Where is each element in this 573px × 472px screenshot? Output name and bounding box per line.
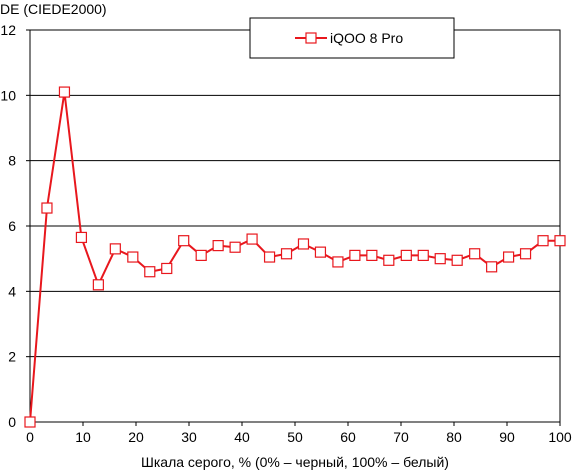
- gridlines: [30, 94, 560, 358]
- data-point: [229, 241, 241, 253]
- data-point: [469, 248, 481, 260]
- series-line: [29, 91, 560, 423]
- y-tick-label: 8: [8, 153, 16, 169]
- y-tick-label: 4: [8, 283, 16, 299]
- x-tick-label: 30: [181, 429, 197, 445]
- x-tick-label: 20: [128, 429, 144, 445]
- data-point: [297, 238, 310, 250]
- x-tick-label: 100: [548, 429, 572, 445]
- data-point: [417, 249, 429, 261]
- data-point: [366, 249, 378, 261]
- y-axis-title: DE (CIEDE2000): [0, 1, 107, 17]
- data-point: [75, 231, 88, 244]
- data-point: [263, 251, 276, 263]
- y-tick-label: 6: [8, 218, 16, 234]
- data-point: [502, 251, 515, 263]
- y-tick-label: 10: [0, 87, 16, 103]
- data-point: [41, 202, 53, 214]
- x-tick-label: 10: [75, 429, 91, 445]
- data-point: [349, 249, 361, 261]
- x-tick-label: 40: [234, 429, 250, 445]
- data-point: [314, 246, 327, 258]
- data-point: [178, 235, 190, 247]
- y-axis: 0 2 4 6 8 10 12: [0, 22, 30, 430]
- x-tick-label: 0: [26, 429, 34, 445]
- data-point: [24, 416, 36, 428]
- x-tick-label: 70: [393, 429, 409, 445]
- data-point: [451, 254, 463, 266]
- data-point: [383, 254, 395, 266]
- data-point: [486, 261, 498, 273]
- x-tick-label: 60: [340, 429, 356, 445]
- x-tick-label: 90: [499, 429, 515, 445]
- y-tick-label: 0: [8, 414, 16, 430]
- data-point: [212, 240, 224, 252]
- data-point: [280, 248, 293, 260]
- data-point: [109, 243, 121, 255]
- legend-box: [249, 17, 455, 59]
- data-point: [144, 266, 156, 278]
- x-tick-label: 80: [446, 429, 462, 445]
- data-point: [127, 251, 139, 263]
- data-point: [519, 248, 532, 260]
- series-layer: [24, 86, 566, 428]
- y-tick-label: 2: [8, 349, 16, 365]
- legend-label: iQOO 8 Pro: [330, 30, 403, 46]
- data-point: [246, 233, 258, 245]
- y-tick-label: 12: [0, 22, 16, 38]
- legend-marker: [305, 32, 317, 44]
- data-point: [332, 256, 344, 268]
- x-axis-title: Шкала серого, % (0% – черный, 100% – бел…: [141, 454, 449, 470]
- data-point: [58, 86, 71, 98]
- data-point: [161, 262, 173, 275]
- data-point: [400, 249, 412, 261]
- data-point: [195, 249, 207, 261]
- data-point: [537, 235, 549, 247]
- x-tick-label: 50: [287, 429, 303, 445]
- x-axis: 0 10 20 30 40 50 60 70 80 90 100: [26, 422, 572, 445]
- data-point: [434, 253, 446, 265]
- legend: iQOO 8 Pro: [249, 17, 455, 59]
- data-point: [92, 279, 104, 291]
- data-point: [554, 235, 566, 247]
